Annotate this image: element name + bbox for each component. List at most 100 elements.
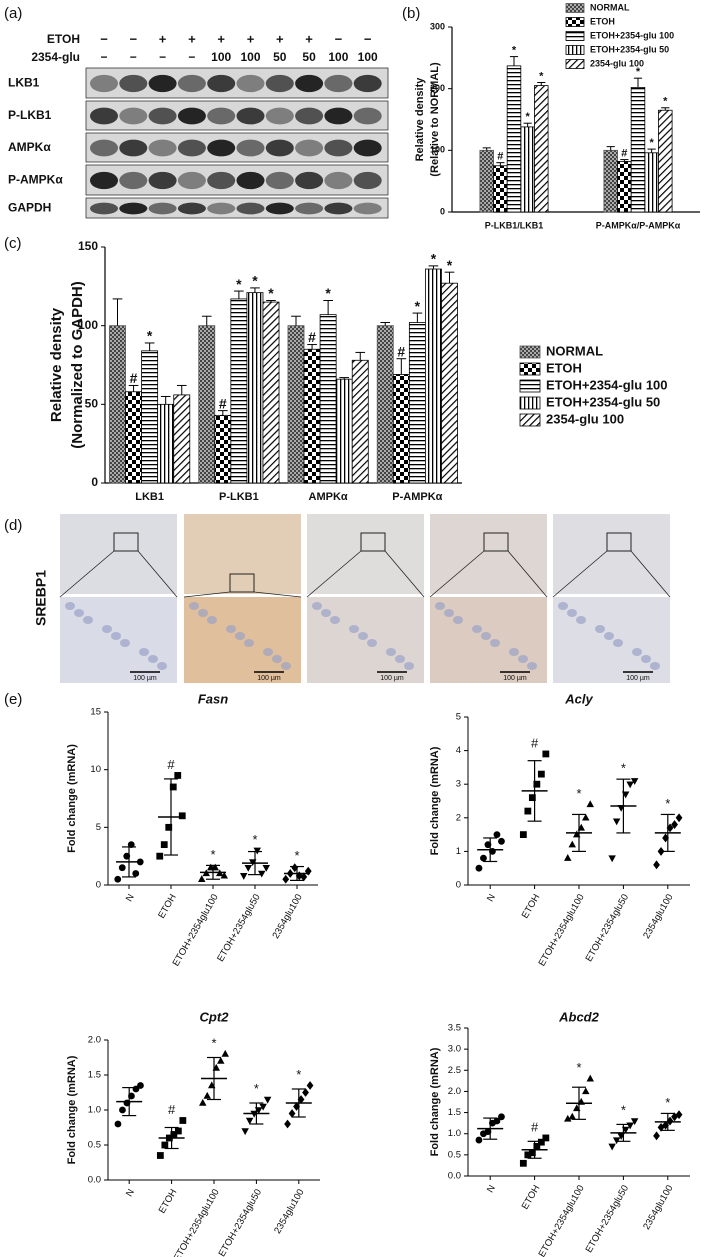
blot-band (295, 171, 324, 190)
y-axis-label: Relative density (414, 77, 426, 162)
x-tick-label: N (485, 892, 498, 904)
legend-swatch (565, 3, 585, 13)
blot-band (324, 107, 353, 125)
legend-swatch (565, 17, 585, 27)
x-tick-label: 2354glu100 (641, 1183, 675, 1232)
nucleus (444, 609, 454, 617)
y-axis-label: (Relative to NORMAL) (429, 62, 441, 177)
data-point (475, 864, 483, 872)
blot-band (353, 139, 382, 157)
data-point (608, 1143, 616, 1151)
nucleus (358, 632, 368, 640)
x-tick-label: N (124, 892, 137, 904)
panel-label: (c) (4, 235, 22, 252)
blot-band (265, 107, 294, 125)
bar (479, 149, 494, 213)
nucleus (395, 655, 405, 663)
data-point (114, 1120, 122, 1128)
blot-band (148, 74, 177, 93)
data-point (203, 1091, 211, 1099)
significance: # (397, 343, 405, 359)
scale-bar-label: 100 µm (503, 675, 527, 682)
data-point (302, 1088, 309, 1097)
data-point (542, 750, 550, 758)
significance: * (512, 45, 517, 57)
blot-band (265, 139, 294, 157)
bar (173, 394, 191, 484)
legend-swatch (519, 345, 541, 359)
data-point (498, 837, 505, 845)
nucleus (481, 632, 491, 640)
nucleus (613, 639, 623, 647)
nucleus (65, 602, 75, 610)
data-point (626, 781, 634, 789)
blot-row-label: P-AMPKα (8, 173, 63, 187)
bar (534, 85, 549, 213)
bar (617, 161, 632, 213)
lane-sign: − (130, 50, 137, 64)
scale-bar-label: 100 µm (257, 675, 281, 682)
significance: * (296, 1067, 301, 1082)
data-point (118, 864, 126, 872)
significance: * (447, 257, 453, 273)
bar (335, 378, 353, 484)
blot-band (177, 202, 206, 215)
blot-band (236, 139, 265, 157)
lane-sign: 100 (328, 50, 348, 64)
data-point (174, 772, 182, 779)
blot-band (207, 202, 236, 215)
lane-sign: − (130, 31, 138, 46)
nucleus (632, 648, 642, 656)
data-point (519, 1159, 527, 1167)
blot-band (353, 107, 382, 125)
blot-row-label: AMPKα (8, 140, 51, 154)
data-point (306, 1081, 314, 1090)
data-point (493, 1117, 501, 1125)
nucleus (139, 648, 149, 656)
stain-label: SREBP1 (33, 570, 49, 626)
significance: * (576, 786, 581, 801)
panel-label: (d) (4, 517, 22, 534)
lane-sign: − (364, 31, 372, 46)
legend-swatch (519, 396, 541, 410)
data-point (586, 1074, 594, 1082)
data-point (564, 1114, 572, 1122)
significance: * (431, 251, 437, 267)
data-point (198, 875, 206, 882)
legend-swatch (519, 379, 541, 393)
y-tick-label: 0.0 (448, 1171, 461, 1182)
y-tick-label: 1.5 (448, 1107, 461, 1118)
significance: * (252, 832, 257, 847)
y-tick-label: 15 (90, 707, 101, 718)
significance: * (415, 298, 421, 314)
zoom-line (59, 550, 115, 598)
blot-band (148, 139, 177, 157)
data-point (493, 831, 501, 838)
data-point (524, 807, 532, 815)
lane-sign: − (159, 50, 166, 64)
lane-sign: + (305, 31, 313, 46)
y-tick-label: 4 (456, 745, 461, 756)
data-point (480, 854, 487, 862)
y-tick-label: 200 (430, 83, 445, 93)
blot-band (236, 107, 265, 125)
bar (246, 292, 264, 484)
significance: * (525, 111, 530, 123)
x-tick-label: 2354glu100 (270, 892, 304, 941)
lane-sign: 100 (211, 50, 231, 64)
nucleus (312, 602, 322, 610)
data-point (612, 818, 621, 826)
significance: * (621, 761, 626, 776)
data-point (475, 1136, 483, 1144)
bar (262, 301, 280, 484)
blot-row-label: LKB1 (8, 76, 40, 90)
data-point (300, 872, 308, 882)
blot-band (236, 202, 265, 215)
legend-label: NORMAL (546, 343, 603, 358)
blot-band (207, 107, 236, 125)
nucleus (558, 602, 568, 610)
nucleus (576, 616, 586, 624)
x-tick-label: ETOH+2354glu100 (172, 1187, 222, 1257)
bar (425, 268, 442, 484)
